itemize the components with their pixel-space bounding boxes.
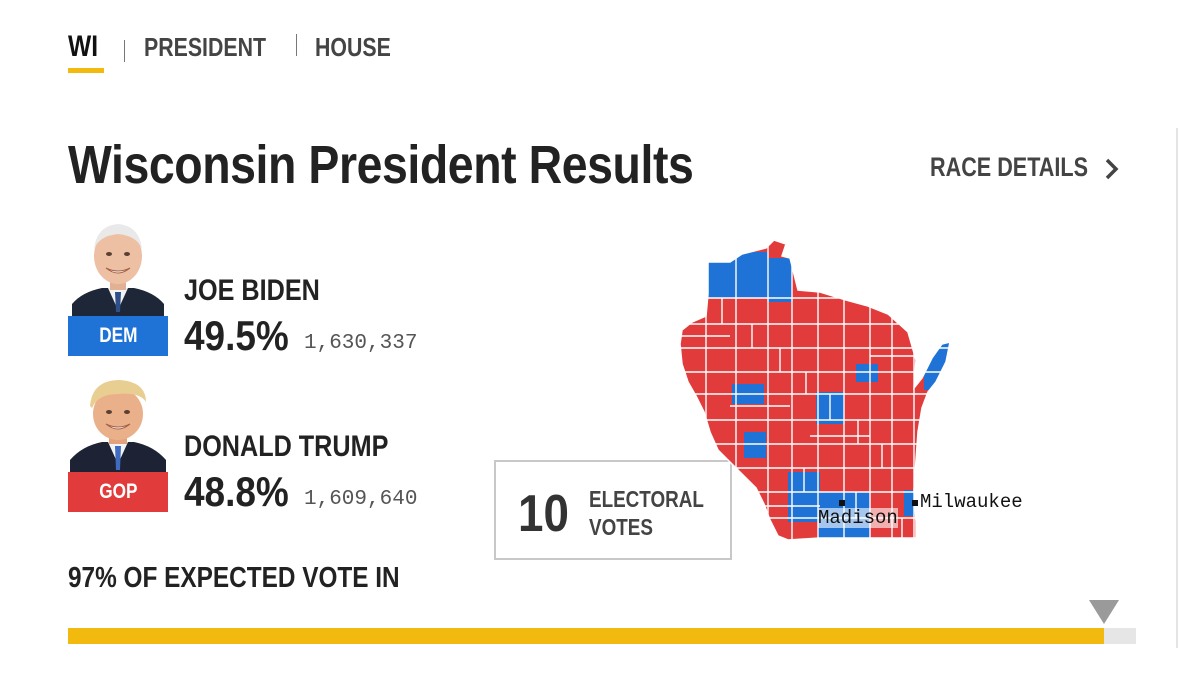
nav-divider [296, 34, 297, 56]
county-borders [680, 240, 950, 540]
race-details-label: RACE DETAILS [930, 152, 1089, 182]
electoral-votes-label: ELECTORAL [589, 486, 704, 512]
candidate-photo-biden [68, 220, 168, 316]
electoral-votes-label: VOTES [589, 514, 653, 540]
race-details-link[interactable]: RACE DETAILS [930, 152, 1128, 183]
candidate-percent: 48.8% [184, 468, 289, 515]
active-tab-underline [68, 68, 104, 73]
progress-fill [68, 628, 1104, 644]
city-label-madison: Madison [818, 507, 898, 529]
candidate-name: DONALD TRUMP [184, 430, 389, 463]
party-badge-dem: DEM [68, 316, 168, 356]
nav-tab-house[interactable]: HOUSE [315, 32, 391, 62]
city-label-milwaukee: Milwaukee [920, 491, 1023, 513]
county-results-map[interactable]: Madison Milwaukee [670, 236, 1060, 546]
chevron-right-icon [1105, 158, 1119, 180]
candidate-photo-trump [68, 376, 168, 472]
expected-vote-label: 97% OF EXPECTED VOTE IN [68, 562, 400, 594]
candidate-vote-count: 1,609,640 [304, 488, 418, 511]
nav-tab-president[interactable]: PRESIDENT [144, 32, 267, 62]
electoral-votes-number: 10 [518, 485, 569, 543]
madison-marker [839, 500, 845, 506]
page-title: Wisconsin President Results [68, 135, 694, 195]
right-divider [1176, 128, 1178, 648]
candidate-trump: GOP DONALD TRUMP 48.8% 1,609,640 [68, 376, 448, 515]
candidate-percent: 49.5% [184, 312, 289, 359]
nav-tab-state[interactable]: WI [68, 30, 99, 63]
party-badge-gop: GOP [68, 472, 168, 512]
candidate-vote-count: 1,630,337 [304, 332, 418, 355]
progress-marker-icon [1088, 600, 1119, 624]
candidate-biden: DEM JOE BIDEN 49.5% 1,630,337 [68, 220, 448, 359]
nav-divider [124, 40, 125, 62]
electoral-votes-box: 10 ELECTORAL VOTES [494, 460, 732, 560]
milwaukee-marker [912, 500, 918, 506]
candidate-name: JOE BIDEN [184, 274, 320, 307]
expected-vote-progress [68, 628, 1136, 644]
